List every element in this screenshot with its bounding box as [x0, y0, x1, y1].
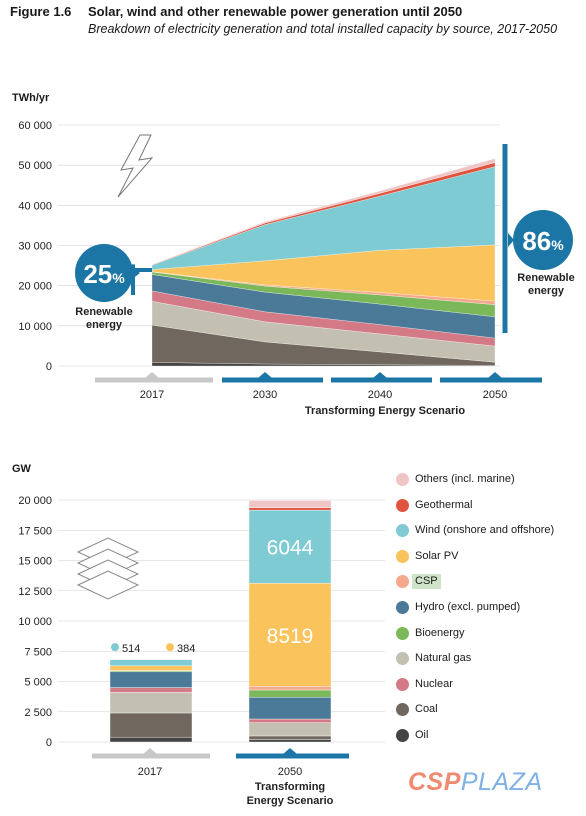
bar-segment-2050-coal [248, 735, 332, 740]
bar-segment-2017-hydro-excl-pumped [109, 671, 193, 688]
area-chart: 0 10 000 20 000 30 000 40 000 50 000 60 000 201… [18, 120, 574, 417]
bar-y-tick-label: 17 500 [18, 525, 52, 537]
bar-segment-2017-nuclear [109, 687, 193, 693]
renewable-share-badge-2050 [513, 210, 573, 270]
scenario-marker [373, 372, 387, 378]
data-label-2017: 384 [177, 643, 195, 655]
bar-segment-2050-hydro-excl-pumped [248, 697, 332, 720]
legend-swatch [396, 703, 409, 717]
bar-y-tick-label: 15 000 [18, 556, 52, 568]
figure-title: Solar, wind and other renewable power ge… [88, 4, 463, 19]
legend-label: Solar PV [415, 549, 459, 562]
legend-label: Natural gas [415, 652, 472, 665]
bar-chart-unit: GW [12, 463, 31, 475]
scenario-label: Transforming Energy Scenario [305, 405, 465, 417]
legend-swatch [396, 677, 409, 691]
bar-segment-2017-natural-gas [109, 692, 193, 714]
area-y-tick-label: 30 000 [18, 241, 52, 253]
bar-segment-2050-others-incl-marine [248, 500, 332, 508]
legend-swatch [396, 524, 409, 538]
baseline-marker [143, 748, 157, 754]
renewable-label-2050: Renewable [517, 272, 574, 284]
bar-segment-2050-solar-pv [248, 583, 332, 687]
data-label-2050: 6044 [267, 537, 314, 560]
bar-y-tick-label: 20 000 [18, 495, 52, 507]
bar-y-tick-label: 12 500 [18, 586, 52, 598]
area-y-tick-label: 50 000 [18, 160, 52, 172]
area-y-tick-label: 60 000 [18, 120, 52, 132]
legend-swatch [396, 549, 409, 563]
legend-swatch [396, 601, 409, 614]
legend-label: Bioenergy [415, 626, 465, 639]
area-x-tick-label: 2030 [253, 389, 277, 401]
renewable-label-2017: energy [86, 319, 123, 331]
bar-y-tick-label: 10 000 [18, 616, 52, 628]
scenario-marker [488, 372, 502, 378]
renewable-label-2017: Renewable [75, 306, 132, 318]
figure-number: Figure 1.6 [10, 4, 72, 19]
bar-segment-2017-coal [109, 712, 193, 738]
bar-segment-2050-natural-gas [248, 722, 332, 737]
bar-segment-2050-nuclear [248, 718, 332, 723]
scenario-marker [258, 372, 272, 378]
legend-label: Geothermal [415, 498, 473, 511]
lightning-icon [117, 134, 154, 198]
bar-segment-2017-solar-pv [109, 665, 193, 671]
area-x-tick-label: 2040 [368, 389, 392, 401]
area-y-tick-label: 40 000 [18, 200, 52, 212]
legend-label: CSP [412, 574, 441, 590]
baseline-marker [145, 372, 159, 378]
data-label-2017: 514 [122, 643, 140, 655]
layers-icon [76, 537, 140, 600]
legend-swatch [396, 652, 409, 666]
data-label-dot [166, 643, 174, 652]
bar-y-tick-label: 7 500 [24, 646, 52, 658]
data-label-dot [111, 643, 119, 652]
figure-subtitle: Breakdown of electricity generation and … [88, 22, 558, 36]
bar-x-tick-label: 2017 [138, 766, 162, 778]
watermark-part2: PLAZA [460, 768, 543, 796]
bar-segment-2050-bioenergy [248, 689, 332, 698]
legend-label: Oil [415, 729, 429, 741]
bar-y-tick-label: 0 [46, 737, 52, 749]
area-y-tick-label: 0 [46, 361, 52, 373]
badge-pointer [508, 233, 514, 247]
bar-segment-2050-wind-onshore-and-offshore [248, 509, 332, 584]
area-series-others-incl-marine [151, 158, 496, 266]
bar-x-tick-label: 2050 [278, 766, 302, 778]
renewable-share-badge-2017 [75, 244, 133, 302]
legend-swatch [396, 626, 409, 640]
scenario-marker [283, 748, 297, 754]
bar-segment-2050-oil [248, 739, 332, 743]
bar-chart: 0 2 500 5 000 7 500 10 000 12 500 15 000 17 500… [18, 495, 385, 807]
legend-swatch [396, 498, 409, 512]
data-label-2050: 8519 [267, 625, 314, 648]
renewable-label-2050: energy [528, 285, 565, 297]
watermark-part1: CSP [408, 768, 461, 796]
area-x-tick-label: 2017 [140, 389, 164, 401]
bar-segment-2017-wind-onshore-and-offshore [109, 659, 193, 667]
bar-scenario-label: Transforming [255, 781, 325, 793]
legend-swatch [396, 575, 409, 589]
bar-scenario-label: Energy Scenario [247, 795, 334, 807]
bar-y-tick-label: 2 500 [24, 707, 52, 719]
bar-y-tick-label: 5 000 [24, 677, 52, 689]
legend-label: Wind (onshore and offshore) [415, 524, 555, 537]
area-y-tick-label: 10 000 [18, 321, 52, 333]
area-x-tick-label: 2050 [483, 389, 507, 401]
watermark-logo: CSPPLAZA [408, 768, 543, 797]
area-y-tick-label: 20 000 [18, 281, 52, 293]
bar-segment-2050-csp [248, 686, 332, 691]
legend-swatch [396, 473, 409, 486]
legend-label: Coal [415, 703, 438, 716]
legend-label: Others (incl. marine) [415, 473, 515, 485]
area-chart-unit: TWh/yr [12, 92, 50, 104]
legend-swatch [396, 729, 409, 742]
bar-segment-2017-oil [109, 736, 193, 743]
legend-label: Hydro (excl. pumped) [415, 601, 521, 613]
bar-segment-2050-geothermal [248, 507, 332, 511]
badge-pointer [131, 266, 140, 280]
legend-label: Nuclear [415, 677, 453, 690]
